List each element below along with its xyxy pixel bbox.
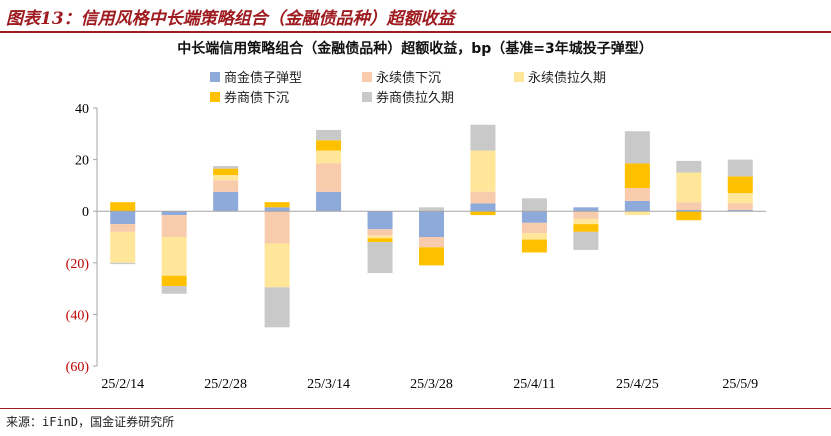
bar-segment-1-5 bbox=[110, 262, 136, 265]
title-rule bbox=[0, 31, 831, 33]
bar-segment-3-5 bbox=[213, 166, 239, 169]
stacked-bar-chart: 中长端信用策略组合（金融债品种）超额收益，bp（基准=3年城投子弹型） 商金债子… bbox=[66, 40, 766, 392]
bar-segment-11-4 bbox=[624, 163, 650, 188]
bar-segment-2-4 bbox=[161, 275, 187, 287]
bar-segment-1-2 bbox=[110, 224, 136, 232]
bar-segment-4-2 bbox=[264, 211, 290, 244]
bar-segment-4-5 bbox=[264, 287, 290, 328]
bar-segment-7-4 bbox=[419, 247, 444, 266]
bar-segment-2-5 bbox=[161, 286, 187, 294]
bar-segment-6-4 bbox=[367, 238, 393, 243]
bar-segment-7-2 bbox=[419, 237, 444, 248]
source-note: 来源：iFinD，国金证券研究所 bbox=[6, 415, 175, 429]
source-rule bbox=[0, 408, 831, 409]
bar-segment-9-1 bbox=[521, 211, 547, 223]
bar-segment-10-1 bbox=[573, 207, 599, 212]
bar-segment-2-1 bbox=[161, 211, 187, 216]
legend-label-3: 永续债拉久期 bbox=[528, 71, 606, 86]
legend-label-2: 永续债下沉 bbox=[376, 71, 441, 86]
bar-segment-13-4 bbox=[727, 176, 753, 194]
legend-swatch-5 bbox=[362, 92, 372, 102]
bar-segment-7-1 bbox=[419, 211, 444, 237]
bar-segment-6-2 bbox=[367, 229, 393, 236]
bar-segment-3-4 bbox=[213, 168, 239, 176]
x-tick-label-1: 25/2/14 bbox=[101, 377, 144, 392]
x-tick-label-2: 25/2/28 bbox=[204, 377, 247, 392]
bar-segment-6-3 bbox=[367, 235, 393, 239]
figure-title: 图表13：信用风格中长端策略组合（金融债品种）超额收益 bbox=[6, 9, 455, 29]
bar-segment-9-5 bbox=[521, 198, 547, 212]
bar-segment-2-2 bbox=[161, 215, 187, 237]
bar-segment-5-4 bbox=[316, 140, 342, 151]
chart-title: 中长端信用策略组合（金融债品种）超额收益，bp（基准=3年城投子弹型） bbox=[177, 40, 653, 57]
bar-segment-2-3 bbox=[161, 237, 187, 276]
bar-segment-8-4 bbox=[470, 211, 496, 216]
bar-segment-8-5 bbox=[470, 124, 496, 151]
bar-segment-1-1 bbox=[110, 211, 136, 225]
x-tick-label-4: 25/3/28 bbox=[410, 377, 453, 392]
bar-segment-5-3 bbox=[316, 150, 342, 164]
bar-segment-5-2 bbox=[316, 163, 342, 192]
bar-segment-9-2 bbox=[521, 222, 547, 234]
bar-segment-6-1 bbox=[367, 211, 393, 230]
bar-segment-10-2 bbox=[573, 211, 599, 219]
bar-segment-12-2 bbox=[676, 202, 702, 210]
bar-segment-10-5 bbox=[573, 231, 599, 250]
y-tick-label-1: 40 bbox=[75, 102, 89, 117]
bar-segment-6-5 bbox=[367, 242, 393, 274]
bar-segment-8-2 bbox=[470, 191, 496, 204]
bar-segment-1-3 bbox=[110, 231, 136, 263]
bar-segment-11-2 bbox=[624, 187, 650, 201]
bar-segment-5-1 bbox=[316, 191, 342, 212]
bar-segment-8-1 bbox=[470, 203, 496, 212]
bar-layer bbox=[110, 124, 753, 328]
legend-label-1: 商金债子弹型 bbox=[224, 70, 302, 86]
y-tick-label-2: 20 bbox=[75, 154, 89, 169]
bar-segment-13-5 bbox=[727, 159, 753, 177]
bar-segment-8-3 bbox=[470, 150, 496, 192]
bar-segment-11-3 bbox=[624, 211, 650, 216]
y-tick-label-4: (20) bbox=[66, 257, 90, 272]
x-tick-label-5: 25/4/11 bbox=[513, 377, 555, 392]
legend-swatch-3 bbox=[514, 72, 524, 82]
x-tick-label-3: 25/3/14 bbox=[307, 377, 350, 392]
bar-segment-13-3 bbox=[727, 193, 753, 204]
bar-segment-11-1 bbox=[624, 200, 650, 212]
axes-layer: 40 20 0 (20) (40) (60) 25/2/14 25/2/28 25/3/14 25… bbox=[66, 102, 766, 392]
bar-segment-3-1 bbox=[213, 191, 239, 212]
bar-segment-12-3 bbox=[676, 172, 702, 203]
bar-segment-3-3 bbox=[213, 175, 239, 181]
bar-segment-10-4 bbox=[573, 224, 599, 232]
x-tick-label-6: 25/4/25 bbox=[616, 377, 659, 392]
bar-segment-4-1 bbox=[264, 207, 290, 212]
bar-segment-13-1 bbox=[727, 209, 753, 212]
bar-segment-4-3 bbox=[264, 243, 290, 288]
bar-segment-12-4 bbox=[676, 211, 702, 221]
bar-segment-12-5 bbox=[676, 160, 702, 173]
bar-segment-10-3 bbox=[573, 218, 599, 225]
bar-segment-1-4 bbox=[110, 202, 136, 212]
legend-swatch-1 bbox=[210, 72, 220, 82]
bar-segment-12-1 bbox=[676, 209, 702, 212]
bar-segment-11-5 bbox=[624, 131, 650, 164]
legend-swatch-2 bbox=[362, 72, 372, 82]
bar-segment-9-4 bbox=[521, 239, 547, 253]
bar-segment-3-2 bbox=[213, 180, 239, 192]
legend-swatch-4 bbox=[210, 92, 220, 102]
bar-segment-5-5 bbox=[316, 129, 342, 141]
bar-segment-13-2 bbox=[727, 203, 753, 210]
y-tick-label-6: (60) bbox=[66, 360, 90, 375]
x-tick-label-7: 25/5/9 bbox=[722, 377, 758, 392]
legend-label-5: 券商债拉久期 bbox=[376, 90, 454, 106]
bar-segment-7-5 bbox=[419, 207, 444, 212]
y-tick-label-3: 0 bbox=[82, 205, 89, 220]
y-tick-label-5: (40) bbox=[66, 308, 90, 323]
bar-segment-4-4 bbox=[264, 202, 290, 208]
bar-segment-9-3 bbox=[521, 233, 547, 240]
legend-label-4: 券商债下沉 bbox=[224, 90, 289, 106]
